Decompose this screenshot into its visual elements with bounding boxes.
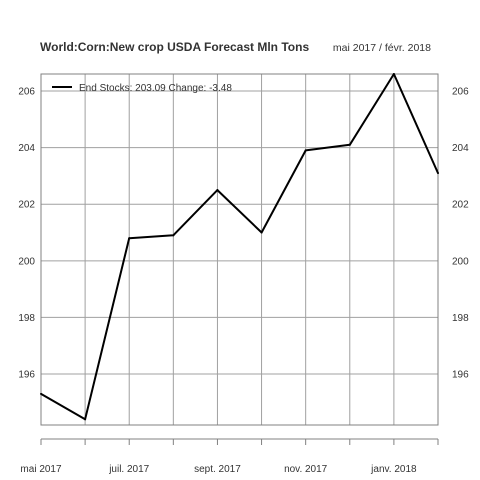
data-point	[348, 143, 351, 146]
x-tick-label: janv. 2018	[370, 464, 417, 475]
y-tick-label-left: 200	[18, 256, 35, 267]
x-tick-label: sept. 2017	[194, 464, 241, 475]
plot-frame	[40, 73, 439, 426]
y-axis-left: 196 198 200 202 204 206	[18, 86, 35, 380]
x-axis: mai 2017 juil. 2017 sept. 2017 nov. 2017 jan…	[20, 438, 439, 475]
data-point	[172, 234, 175, 237]
x-tick-label: nov. 2017	[284, 464, 328, 475]
legend-label: End Stocks: 203.09 Change: -3.48	[79, 83, 232, 94]
y-tick-label-left: 202	[18, 200, 35, 211]
y-axis-right: 196 198 200 202 204 206	[452, 86, 469, 380]
data-point	[128, 237, 131, 240]
data-point	[216, 189, 219, 192]
y-tick-label-right: 206	[452, 86, 469, 97]
legend: End Stocks: 203.09 Change: -3.48	[52, 83, 232, 94]
y-tick-label-right: 204	[452, 143, 469, 154]
chart-subtitle: mai 2017 / févr. 2018	[333, 42, 431, 54]
data-point	[304, 149, 307, 152]
y-tick-label-right: 196	[452, 370, 469, 381]
series	[40, 73, 439, 421]
data-point	[260, 231, 263, 234]
grid	[41, 74, 438, 425]
data-point	[392, 73, 395, 75]
chart-title: World:Corn:New crop USDA Forecast Mln To…	[40, 40, 309, 54]
x-tick-label: juil. 2017	[108, 464, 149, 475]
y-tick-label-right: 198	[452, 313, 469, 324]
data-point	[40, 392, 42, 395]
y-tick-label-left: 196	[18, 370, 35, 381]
data-point	[84, 418, 87, 421]
y-tick-label-left: 204	[18, 143, 35, 154]
y-tick-label-right: 200	[452, 256, 469, 267]
data-point	[437, 172, 439, 175]
y-tick-label-left: 206	[18, 86, 35, 97]
x-tick-label: mai 2017	[20, 464, 62, 475]
y-tick-label-right: 202	[452, 200, 469, 211]
y-tick-label-left: 198	[18, 313, 35, 324]
series-line-end-stocks	[40, 73, 439, 421]
